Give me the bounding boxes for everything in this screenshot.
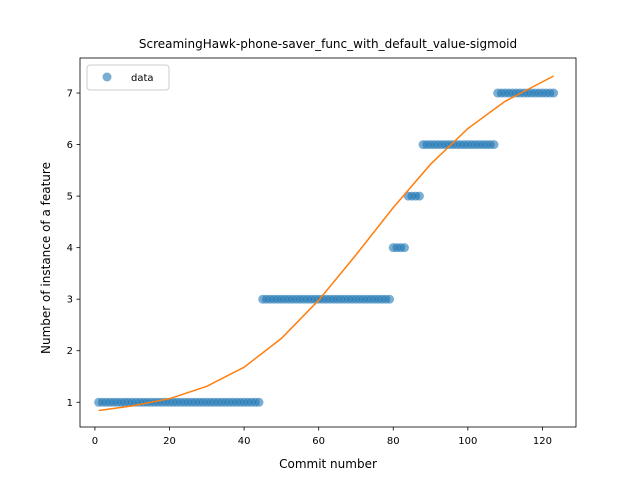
x-tick-label: 100 [458, 436, 477, 447]
x-tick-label: 40 [238, 436, 251, 447]
x-axis-label: Commit number [279, 457, 377, 471]
x-tick-label: 80 [387, 436, 400, 447]
data-point [399, 243, 409, 253]
data-point [385, 294, 395, 304]
y-axis-label: Number of instance of a feature [39, 162, 53, 354]
y-tick-label: 2 [67, 346, 73, 357]
y-tick-label: 5 [67, 192, 73, 203]
axes: 0 20 40 60 80 100 120 1 2 3 4 5 6 7 [67, 57, 577, 447]
legend-label-data: data [131, 73, 154, 84]
fit-curve-line [98, 75, 554, 412]
data-point [549, 88, 559, 98]
legend-marker-data [102, 72, 112, 82]
y-tick-label: 1 [67, 398, 73, 409]
legend: data [86, 64, 170, 91]
data-point [489, 140, 499, 150]
plot-area [94, 75, 559, 412]
x-tick-label: 0 [92, 436, 98, 447]
x-tick-label: 60 [312, 436, 325, 447]
y-tick-label: 6 [67, 140, 73, 151]
legend-frame [86, 64, 170, 91]
y-tick-label: 3 [67, 295, 73, 306]
data-point [254, 397, 264, 407]
x-tick-label: 20 [163, 436, 176, 447]
axes-frame [79, 57, 577, 428]
y-tick-label: 4 [67, 243, 73, 254]
y-tick-label: 7 [67, 89, 73, 100]
data-point [414, 191, 424, 201]
x-tick-label: 120 [533, 436, 552, 447]
chart-title: ScreamingHawk-phone-saver_func_with_defa… [139, 37, 517, 51]
